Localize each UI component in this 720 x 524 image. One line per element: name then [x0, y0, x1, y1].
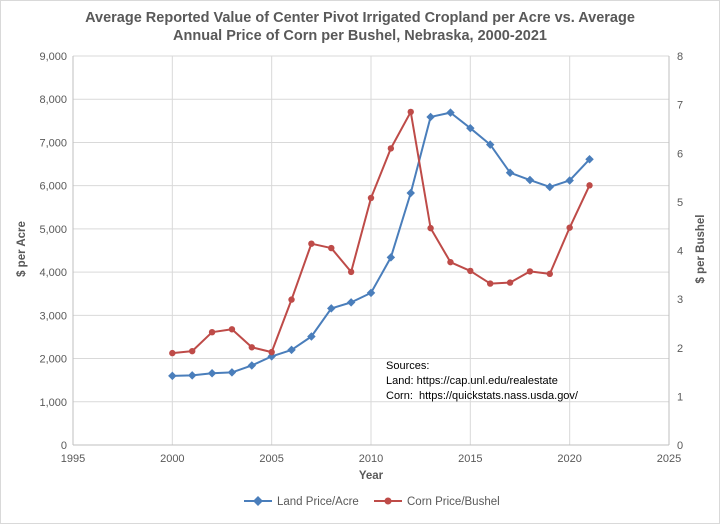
- x-tick-label: 2025: [657, 453, 681, 465]
- corn-price-bushel-line: [172, 110, 591, 355]
- corn-price-bushel-point: [407, 108, 414, 116]
- land-price-acre-point: [366, 288, 376, 298]
- sources-annotation: Sources: Land: https://cap.unl.edu/reale…: [386, 360, 579, 402]
- legend-corn-label: Corn Price/Bushel: [407, 496, 500, 508]
- y-left-tick-label: 9,000: [39, 51, 67, 63]
- sources-line-3: Corn: https://quickstats.nass.usda.gov/: [386, 390, 579, 402]
- land-price-acre-point: [187, 371, 197, 380]
- corn-price-bushel-point: [387, 145, 395, 152]
- land-price-acre-line: [172, 111, 591, 377]
- corn-price-bushel-point: [447, 258, 454, 266]
- y-left-tick-label: 6,000: [39, 181, 67, 193]
- x-tick-label: 2000: [160, 453, 184, 465]
- sources-line-1: Sources:: [386, 360, 429, 372]
- chart-title-line-2: Annual Price of Corn per Bushel, Nebrask…: [173, 28, 547, 44]
- land-price-acre-point: [505, 168, 515, 177]
- y-right-tick-label: 3: [677, 294, 683, 306]
- corn-price-bushel-point: [228, 326, 236, 333]
- corn-price-bushel-point: [586, 182, 593, 189]
- land-price-acre-point: [207, 369, 217, 378]
- land-price-acre-point: [466, 123, 475, 133]
- y-left-tick-label: 1,000: [39, 397, 67, 409]
- corn-price-bushel-point: [288, 296, 295, 303]
- y-left-tick-label: 5,000: [39, 224, 67, 236]
- land-price-acre-point: [545, 182, 555, 192]
- corn-price-bushel-point: [566, 224, 573, 231]
- corn-price-bushel-point: [427, 224, 434, 232]
- y-left-tick-label: 4,000: [39, 267, 67, 279]
- corn-price-bushel-point: [506, 279, 514, 286]
- land-price-acre-point: [227, 368, 237, 377]
- land-price-acre-point: [346, 298, 356, 307]
- land-price-acre-point: [247, 361, 257, 370]
- y-right-tick-label: 2: [677, 343, 683, 355]
- y-right-tick-label: 4: [677, 246, 683, 258]
- y-right-tick-label: 1: [677, 391, 683, 403]
- land-price-acre-point: [446, 108, 455, 117]
- y-right-tick-label: 0: [677, 440, 683, 452]
- legend: Land Price/Acre Corn Price/Bushel: [244, 496, 500, 508]
- corn-price-bushel-point: [546, 270, 553, 278]
- chart-title-line-1: Average Reported Value of Center Pivot I…: [85, 10, 635, 26]
- corn-price-bushel-point: [526, 268, 534, 275]
- y-axis-right-label: $ per Bushel: [695, 214, 707, 283]
- corn-price-bushel-point: [347, 268, 355, 276]
- sources-line-2: Land: https://cap.unl.edu/realestate: [386, 375, 558, 387]
- y-left-tick-label: 3,000: [39, 310, 67, 322]
- corn-price-bushel-point: [189, 347, 196, 355]
- corn-price-bushel-point: [328, 244, 335, 252]
- land-price-acre-point: [406, 188, 415, 198]
- y-right-tick-label: 5: [677, 197, 683, 209]
- x-tick-label: 2015: [458, 453, 482, 465]
- corn-price-bushel-point: [208, 328, 216, 336]
- legend-land-label: Land Price/Acre: [277, 496, 359, 508]
- y-right-tick-label: 8: [677, 51, 683, 63]
- y-left-tick-label: 2,000: [39, 354, 67, 366]
- chart-title: Average Reported Value of Center Pivot I…: [1, 9, 719, 45]
- labels: Year $ per Acre $ per Bushel: [16, 214, 707, 482]
- land-price-acre-point: [287, 345, 296, 355]
- y-left-tick-label: 0: [61, 440, 67, 452]
- grid: [73, 55, 669, 445]
- corn-price-bushel-point: [268, 348, 275, 356]
- corn-price-bushel-point: [367, 194, 375, 202]
- land-price-acre-point: [386, 253, 396, 262]
- legend-land-marker: [253, 496, 263, 506]
- land-price-acre-point: [307, 332, 316, 341]
- y-left-tick-label: 8,000: [39, 94, 67, 106]
- y-axis-left-label: $ per Acre: [16, 221, 28, 277]
- x-tick-label: 1995: [61, 453, 85, 465]
- corn-price-bushel-point: [487, 280, 494, 287]
- x-axis-label: Year: [359, 470, 384, 482]
- corn-price-bushel-point: [467, 267, 474, 275]
- x-tick-label: 2005: [259, 453, 283, 465]
- corn-price-bushel-point: [169, 349, 176, 357]
- land-price-acre-point: [485, 140, 495, 149]
- y-left-tick-label: 7,000: [39, 137, 67, 149]
- x-tick-label: 2010: [359, 453, 383, 465]
- land-price-acre-point: [426, 112, 435, 122]
- y-right-tick-label: 7: [677, 100, 683, 112]
- series: [168, 108, 594, 381]
- x-tick-label: 2020: [557, 453, 581, 465]
- legend-corn-marker: [384, 497, 392, 505]
- land-price-acre-point: [168, 371, 177, 381]
- y-right-tick-label: 6: [677, 148, 683, 160]
- corn-price-bushel-point: [248, 344, 255, 351]
- axes: 0 1,000 2,000 3,000 4,000 5,000 6,000 7,000 8,00…: [39, 51, 683, 465]
- land-price-acre-point: [525, 175, 535, 185]
- corn-price-bushel-point: [308, 240, 315, 247]
- land-price-acre-point: [327, 304, 336, 313]
